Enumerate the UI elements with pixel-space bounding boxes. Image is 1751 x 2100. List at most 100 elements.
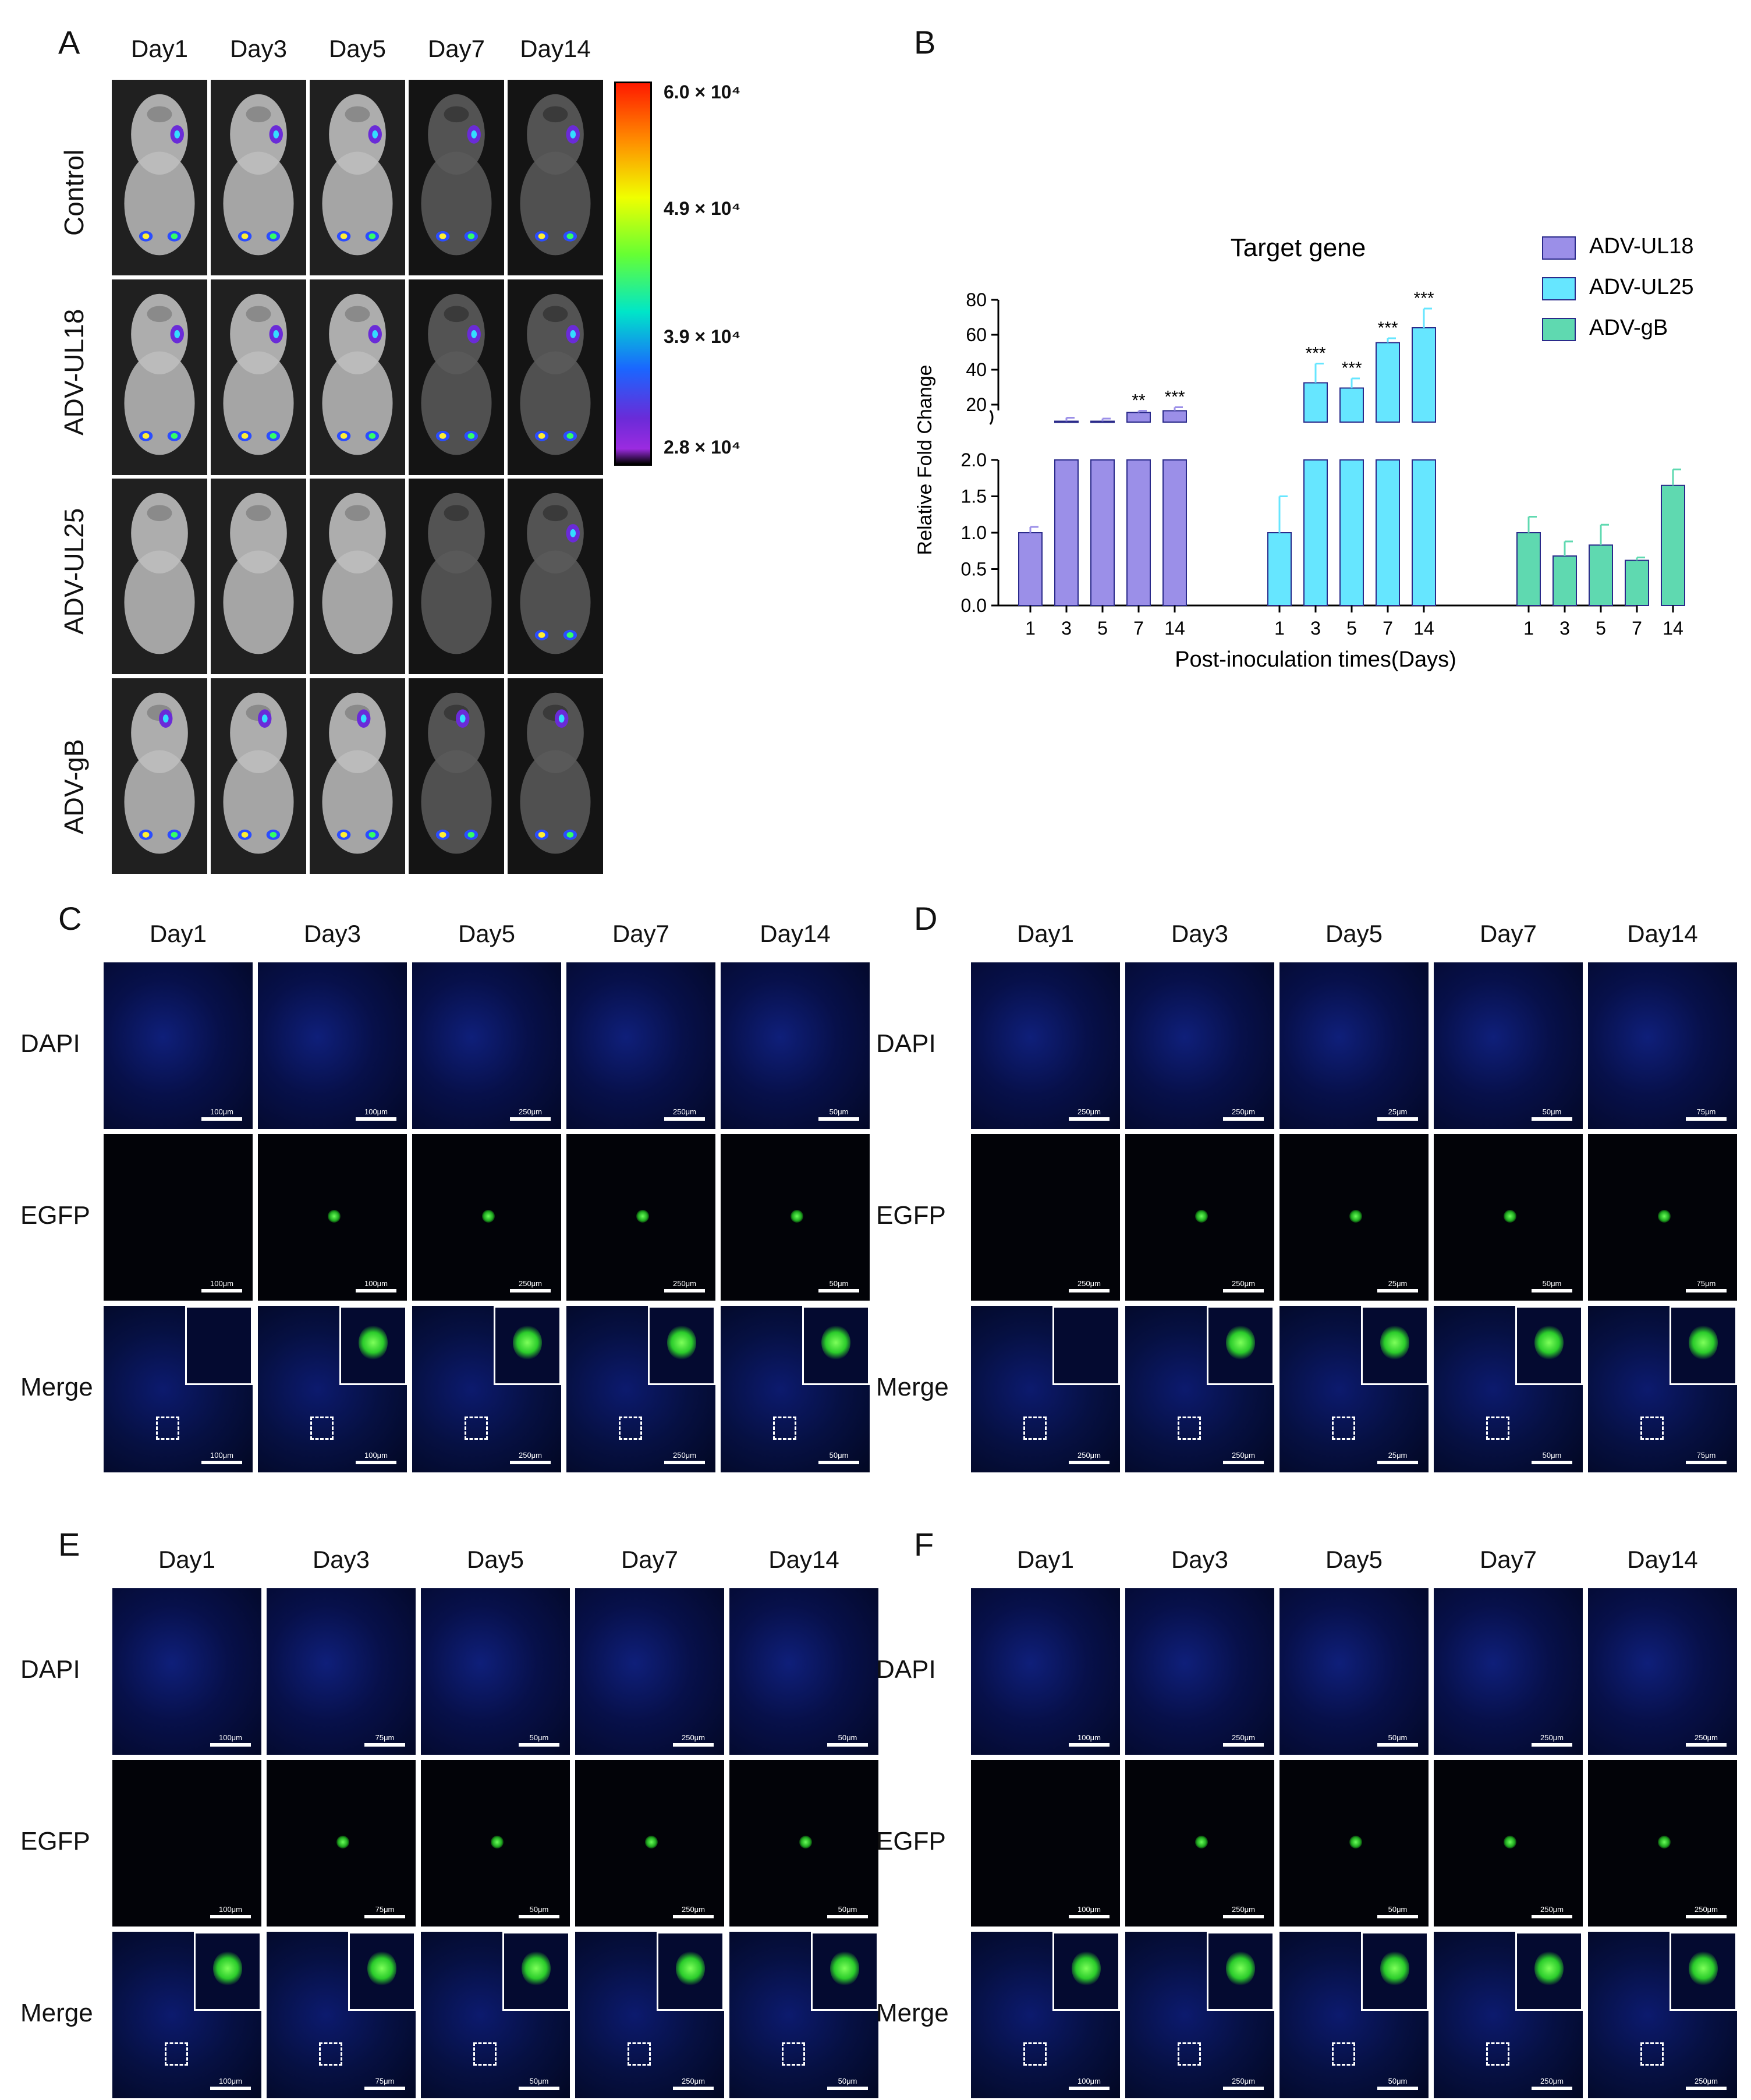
- scale-bar-label: 25μm: [1388, 1451, 1408, 1460]
- mouse-image: [111, 278, 208, 476]
- mouse-image: [407, 79, 505, 277]
- scale-bar: 250μm: [510, 1451, 551, 1464]
- scale-bar: 50μm: [818, 1279, 859, 1292]
- scale-bar-label: 50μm: [829, 1451, 849, 1460]
- roi-box: [1023, 2042, 1047, 2066]
- micrograph-merge: 250μm: [1123, 1304, 1276, 1474]
- zoom-inset: [811, 1932, 878, 2011]
- panel-e-col-day5: Day5: [466, 1546, 524, 1573]
- scale-bar-label: 250μm: [672, 1451, 696, 1460]
- micrograph-egfp: 50μm: [719, 1132, 871, 1302]
- micrograph-dapi: 100μm: [111, 1586, 263, 1757]
- roi-box: [310, 1416, 334, 1440]
- legend-entry: ADV-UL25: [1589, 275, 1694, 299]
- panel-f-col-day5: Day5: [1325, 1546, 1383, 1573]
- mouse-image: [309, 677, 406, 875]
- egfp-signal: [328, 1210, 341, 1223]
- zoom-inset: [1361, 1306, 1429, 1385]
- scale-bar: 250μm: [673, 2077, 714, 2090]
- panel-label-a: A: [58, 24, 80, 61]
- micrograph-egfp: 250μm: [1586, 1758, 1739, 1928]
- panel-c-col-day5: Day5: [458, 920, 516, 947]
- scale-bar: 100μm: [356, 1279, 396, 1292]
- mouse-image: [506, 79, 604, 277]
- micrograph-dapi: 250μm: [565, 961, 717, 1131]
- legend-entry: ADV-gB: [1589, 316, 1668, 340]
- bar: [1090, 459, 1115, 606]
- scale-bar: 250μm: [1069, 1107, 1110, 1121]
- micrograph-egfp: 100μm: [969, 1758, 1122, 1928]
- y-axis-label: Relative Fold Change: [914, 365, 936, 555]
- micrograph-egfp: 50μm: [728, 1758, 880, 1928]
- scale-bar-label: 75μm: [375, 1905, 395, 1914]
- scale-bar-label: 100μm: [364, 1451, 388, 1460]
- scale-bar-label: 75μm: [375, 1733, 395, 1742]
- panel-c-row-egfp: EGFP: [20, 1201, 90, 1230]
- micrograph-egfp: 100μm: [102, 1132, 254, 1302]
- panel-f-col-day1: Day1: [1016, 1546, 1075, 1573]
- scale-bar: 75μm: [364, 1905, 405, 1918]
- micrograph-merge: 50μm: [1432, 1304, 1585, 1474]
- panel-c-col-day1: Day1: [149, 920, 207, 947]
- micrograph-merge: 100μm: [256, 1304, 409, 1474]
- mouse-image: [309, 477, 406, 675]
- scale-bar-label: 50μm: [1388, 1733, 1408, 1742]
- x-tick-label: 1: [1025, 618, 1036, 639]
- panel-d-col-day1: Day1: [1016, 920, 1075, 947]
- scale-bar-label: 100μm: [210, 1107, 233, 1116]
- micrograph-egfp: 250μm: [1123, 1132, 1276, 1302]
- scale-bar-label: 25μm: [1388, 1107, 1408, 1116]
- mouse-image: [210, 677, 307, 875]
- bar: [1090, 420, 1115, 423]
- roi-box: [1178, 1416, 1201, 1440]
- bar: [1412, 327, 1436, 423]
- scale-bar-label: 50μm: [1388, 1905, 1408, 1914]
- bar: [1661, 484, 1685, 606]
- micrograph-dapi: 100μm: [969, 1586, 1122, 1757]
- x-tick-label: 3: [1559, 618, 1570, 639]
- egfp-signal: [1658, 1210, 1671, 1223]
- panel-c-col-day14: Day14: [760, 920, 831, 947]
- panel-a-row-control: Control: [59, 149, 89, 236]
- y-tick-label: 0.0: [961, 595, 987, 616]
- scale-bar: 50μm: [1532, 1279, 1572, 1292]
- x-tick-label: 14: [1413, 618, 1434, 639]
- micrograph-dapi: 50μm: [1278, 1586, 1430, 1757]
- scale-bar-label: 100μm: [364, 1107, 388, 1116]
- micrograph-merge: 100μm: [102, 1304, 254, 1474]
- panel-a-col-day7: Day7: [427, 35, 485, 62]
- panel-f-col-day14: Day14: [1627, 1546, 1698, 1573]
- scale-bar-label: 250μm: [1077, 1451, 1101, 1460]
- scale-bar: 50μm: [827, 1733, 868, 1747]
- bar: [1589, 544, 1613, 606]
- bar: [1054, 420, 1079, 423]
- scale-bar: 100μm: [356, 1107, 396, 1121]
- colorbar-label-min: 2.8 × 10⁴: [664, 437, 741, 458]
- y-tick-label: 20: [966, 394, 987, 415]
- roi-box: [1332, 2042, 1355, 2066]
- micrograph-egfp: 75μm: [1586, 1132, 1739, 1302]
- scale-bar-label: 50μm: [1542, 1107, 1562, 1116]
- panel-f-row-merge: Merge: [876, 1999, 949, 2027]
- micrograph-dapi: 50μm: [719, 961, 871, 1131]
- micrograph-dapi: 100μm: [102, 961, 254, 1131]
- scale-bar-label: 250μm: [681, 1733, 705, 1742]
- legend-swatch: [1542, 277, 1576, 300]
- zoom-inset: [1052, 1932, 1120, 2011]
- scale-bar: 100μm: [1069, 1733, 1110, 1747]
- roi-box: [1332, 1416, 1355, 1440]
- bar: [1412, 459, 1436, 606]
- panel-d-row-egfp: EGFP: [876, 1201, 946, 1230]
- egfp-signal: [367, 1951, 396, 1986]
- scale-bar: 25μm: [1377, 1451, 1418, 1464]
- scale-bar-label: 50μm: [529, 2077, 549, 2085]
- roi-box: [773, 1416, 796, 1440]
- x-tick-label: 1: [1523, 618, 1534, 639]
- scale-bar: 250μm: [673, 1905, 714, 1918]
- micrograph-egfp: 50μm: [1432, 1132, 1585, 1302]
- scale-bar-label: 100μm: [364, 1279, 388, 1288]
- zoom-inset: [185, 1306, 253, 1385]
- micrograph-merge: 25μm: [1278, 1304, 1430, 1474]
- micrograph-egfp: 50μm: [1278, 1758, 1430, 1928]
- scale-bar-label: 100μm: [1077, 1905, 1101, 1914]
